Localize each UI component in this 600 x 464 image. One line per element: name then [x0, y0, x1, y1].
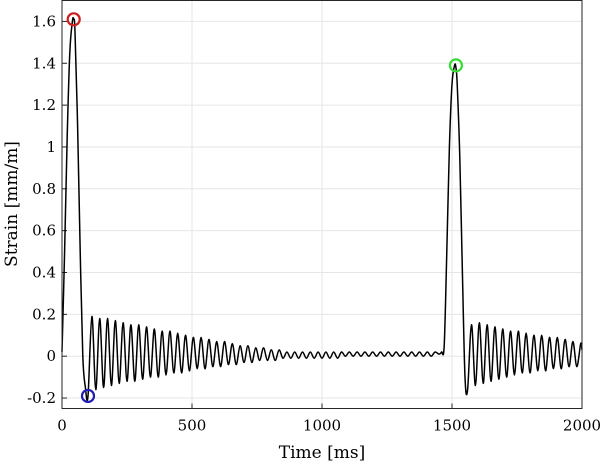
y-tick-label: 1.6	[32, 12, 56, 30]
x-axis-title: Time [ms]	[279, 443, 365, 463]
x-tick-label: 1000	[303, 417, 341, 435]
y-tick-label: 1.4	[32, 54, 56, 72]
y-tick-label: 0	[46, 347, 56, 365]
tick-labels: 0 500 1000 1500 2000-0.200.20.40.60.811.21.4…	[27, 12, 600, 434]
y-tick-label: 0.6	[32, 222, 56, 240]
y-tick-label: 0.4	[32, 264, 56, 282]
y-axis-title: Strain [mm/m]	[2, 141, 22, 267]
x-tick-label: 500	[178, 417, 207, 435]
first-peak-marker	[66, 12, 81, 27]
x-tick-label: 1500	[433, 417, 471, 435]
series-layer	[61, 16, 583, 402]
y-tick-label: 1	[46, 138, 56, 156]
trough-marker	[80, 388, 96, 404]
strain-series-line	[61, 16, 583, 402]
y-tick-label: -0.2	[27, 389, 56, 407]
y-tick-label: 0.8	[32, 180, 56, 198]
plot-frame	[61, 0, 583, 409]
y-tick-label: 1.2	[32, 96, 56, 114]
peak-markers	[66, 12, 463, 404]
y-tick-label: 0.2	[32, 305, 56, 323]
x-tick-label: 2000	[563, 417, 600, 435]
second-peak-marker	[448, 58, 463, 73]
x-tick-label: 0	[57, 417, 67, 435]
